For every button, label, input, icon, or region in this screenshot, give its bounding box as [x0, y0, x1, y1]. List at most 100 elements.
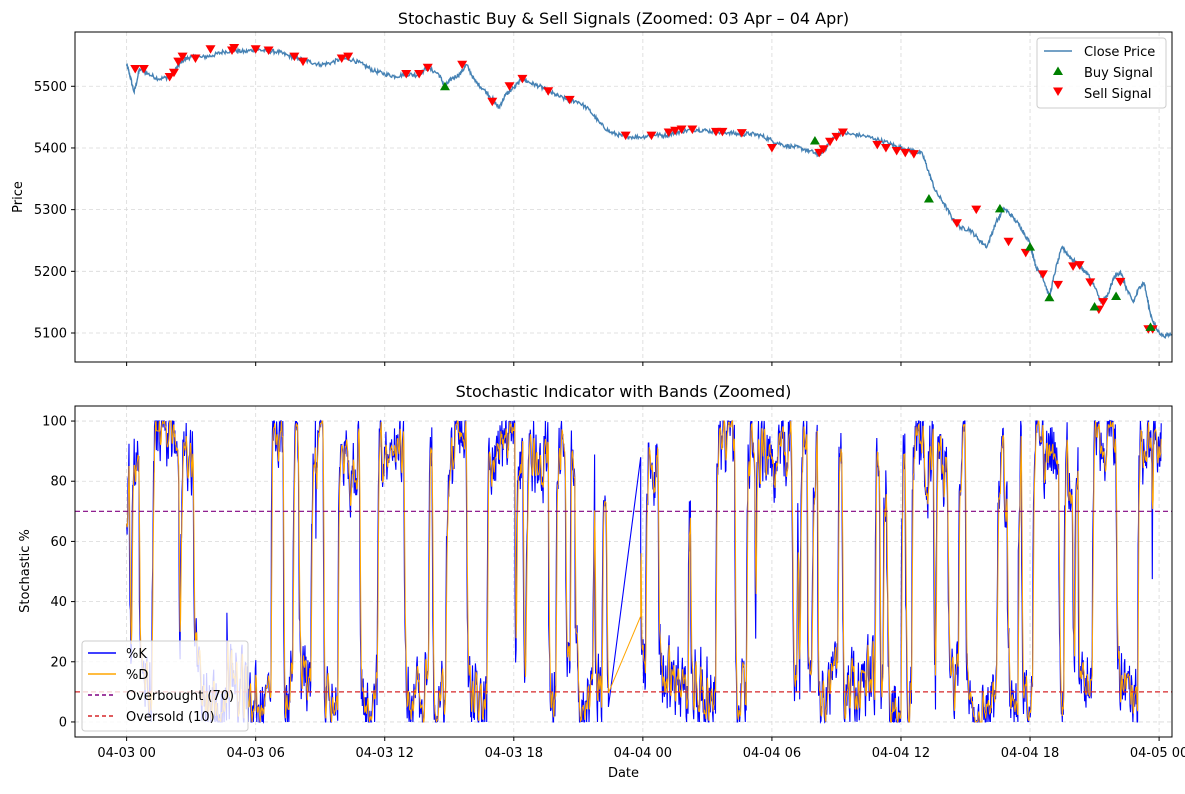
sell-signal-marker [298, 57, 309, 67]
sell-signal-marker [951, 219, 962, 228]
stochastic-y-ticks: 0 20 40 60 80 100 [42, 415, 75, 730]
sell-signal-marker [710, 127, 721, 137]
sell-signal-marker [543, 87, 554, 96]
buy-signal-marker [439, 81, 450, 91]
price-panel: 5100 5200 5300 5400 5500 Stochastic Buy & Se… [11, 9, 1173, 366]
x-tick-label: 04-04 12 [872, 746, 930, 761]
legend-oversold-label: Oversold (10) [126, 710, 215, 725]
sell-signal-marker [263, 46, 274, 56]
price-chart-title: Stochastic Buy & Sell Signals (Zoomed: 0… [398, 9, 849, 28]
price-y-ticks: 5100 5200 5300 5400 5500 [34, 80, 75, 342]
sell-signal-marker [831, 132, 842, 142]
stochastic-y-tick-label: 0 [59, 715, 67, 730]
legend-k-label: %K [126, 647, 147, 662]
sell-signal-marker [717, 127, 728, 137]
buy-signal-marker [923, 194, 934, 203]
sell-signal-marker [646, 131, 657, 141]
sell-signal-marker [837, 128, 848, 138]
sell-signal-marker [1085, 278, 1096, 287]
sell-signal-marker [177, 52, 188, 62]
sell-signal-marker [414, 69, 425, 79]
sell-signal-marker [1074, 261, 1085, 270]
stochastic-axes-frame [74, 405, 1173, 738]
sell-signal-marker [1037, 270, 1048, 279]
sell-signal-marker [814, 148, 825, 158]
sell-signal-marker [138, 65, 149, 74]
sell-signal-marker [620, 131, 631, 141]
sell-signal-marker [504, 82, 515, 91]
stochastic-y-tick-label: 80 [50, 475, 67, 490]
buy-signal-marker [1111, 291, 1122, 300]
stochastic-y-axis-label: Stochastic % [18, 529, 33, 613]
sell-signal-marker [900, 148, 911, 158]
stochastic-y-tick-label: 20 [50, 655, 67, 670]
x-tick-label: 04-05 00 [1130, 746, 1185, 761]
sell-signal-marker [336, 54, 347, 64]
sell-signal-marker [971, 205, 982, 215]
buy-signal-marker [1044, 292, 1055, 302]
stochastic-y-tick-label: 60 [50, 535, 67, 550]
sell-signal-marker [1115, 277, 1126, 287]
legend-d-label: %D [126, 668, 148, 683]
signal-markers [130, 44, 1158, 334]
sell-signal-marker [872, 140, 883, 150]
sell-signal-marker [343, 52, 354, 62]
legend-buy-signal-label: Buy Signal [1084, 66, 1153, 81]
percent-d-line [126, 419, 1162, 724]
sell-signal-marker [766, 143, 777, 153]
sell-signal-marker [687, 125, 698, 134]
sell-signal-marker [422, 63, 433, 73]
sell-signal-marker [168, 68, 179, 78]
x-tick-label: 04-03 12 [356, 746, 414, 761]
sell-signal-marker [880, 143, 891, 153]
sell-signal-marker [564, 95, 575, 105]
sell-signal-marker [250, 45, 261, 54]
x-tick-label: 04-04 18 [1001, 746, 1059, 761]
price-y-tick-label: 5500 [34, 80, 67, 95]
stochastic-series [126, 419, 1162, 725]
stochastic-x-ticks: 04-03 00 04-03 06 04-03 12 04-03 18 04-04 00… [97, 737, 1185, 761]
sell-signal-marker [824, 137, 835, 147]
sell-signal-marker [457, 60, 468, 70]
buy-signal-marker [1025, 242, 1036, 251]
price-legend: Close Price Buy Signal Sell Signal [1036, 37, 1167, 109]
sell-signal-marker [173, 57, 184, 67]
sell-signal-marker [663, 128, 674, 138]
price-y-tick-label: 5200 [34, 265, 67, 280]
price-y-tick-label: 5300 [34, 203, 67, 218]
sell-signal-marker [487, 97, 498, 107]
price-grid [75, 32, 1172, 362]
price-y-axis-label: Price [11, 181, 26, 213]
sell-signal-marker [1052, 280, 1063, 290]
sell-signal-marker [818, 145, 829, 154]
price-axes-frame [74, 31, 1173, 363]
stochastic-y-tick-label: 100 [42, 415, 67, 430]
price-y-tick-label: 5400 [34, 141, 67, 156]
buy-signal-marker [1089, 301, 1100, 311]
buy-signal-marker [809, 136, 820, 145]
legend-close-price-label: Close Price [1084, 45, 1155, 60]
sell-signal-marker [205, 45, 216, 54]
sell-signal-marker [676, 125, 687, 134]
legend-buy-signal-swatch [1053, 66, 1063, 75]
buy-signal-marker [994, 203, 1005, 213]
sell-signal-marker [1003, 237, 1014, 247]
x-tick-label: 04-04 00 [614, 746, 672, 761]
legend-sell-signal-swatch [1053, 87, 1063, 96]
legend-sell-signal-label: Sell Signal [1084, 87, 1152, 102]
sell-signal-marker [736, 129, 747, 138]
buy-signal-marker [1145, 322, 1156, 331]
x-tick-label: 04-04 06 [743, 746, 801, 761]
sell-signal-marker [670, 126, 681, 136]
legend-overbought-label: Overbought (70) [126, 689, 234, 704]
sell-signal-marker [1020, 248, 1031, 258]
x-tick-label: 04-03 06 [226, 746, 284, 761]
stochastic-legend: %K %D Overbought (70) Oversold (10) [81, 640, 249, 732]
sell-signal-marker [401, 69, 412, 79]
stochastic-chart-title: Stochastic Indicator with Bands (Zoomed) [456, 382, 792, 401]
sell-signal-marker [164, 73, 175, 82]
x-tick-label: 04-03 00 [97, 746, 155, 761]
x-axis-label: Date [608, 766, 639, 781]
